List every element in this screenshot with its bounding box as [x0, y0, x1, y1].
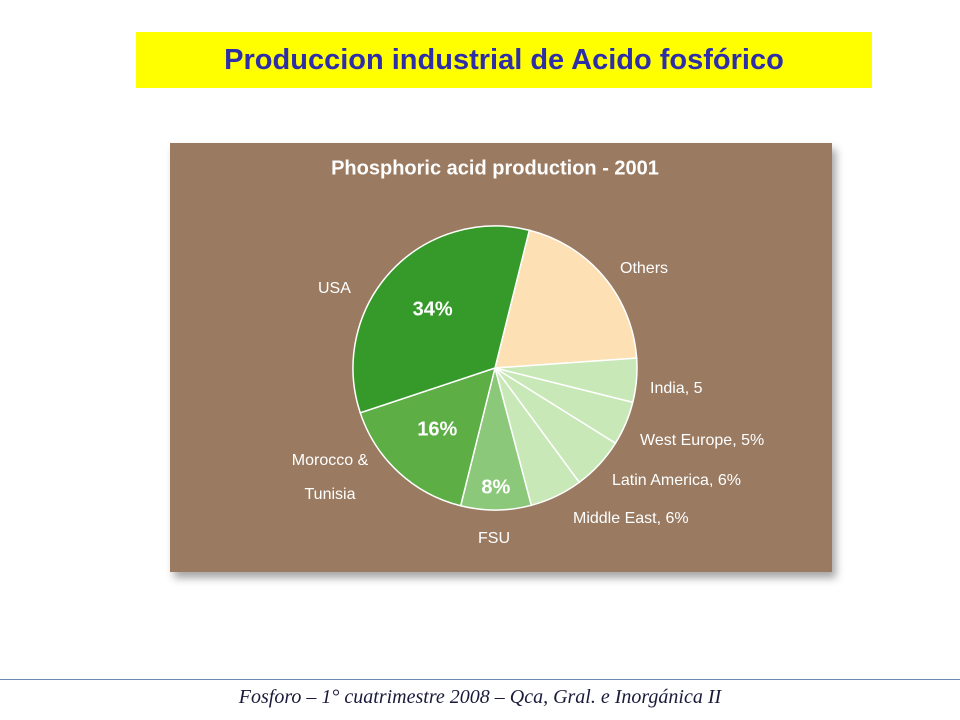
- value-label: 34%: [413, 299, 453, 321]
- pie-slice: [359, 366, 497, 507]
- pie-slice: [494, 229, 638, 369]
- value-label: 16%: [417, 419, 457, 441]
- slide-title: Produccion industrial de Acido fosfórico: [136, 32, 872, 88]
- slice-label: FSU: [478, 530, 510, 547]
- pie-slice: [352, 225, 531, 414]
- value-label: 8%: [481, 476, 510, 498]
- footer: Fosforo – 1° cuatrimestre 2008 – Qca, Gr…: [238, 686, 722, 708]
- chart-title: Phosphoric acid production - 2001: [331, 157, 659, 179]
- slice-label: West Europe, 5%: [640, 432, 765, 449]
- slice-label: Middle East, 6%: [573, 510, 689, 527]
- slice-label: India, 5: [650, 380, 703, 397]
- slice-label: Latin America, 6%: [612, 472, 741, 489]
- slice-label: Morocco & Tunisia: [291, 452, 369, 503]
- slice-label: USA: [318, 280, 351, 297]
- slice-label: Others: [620, 260, 669, 277]
- footer-rule: [0, 679, 960, 680]
